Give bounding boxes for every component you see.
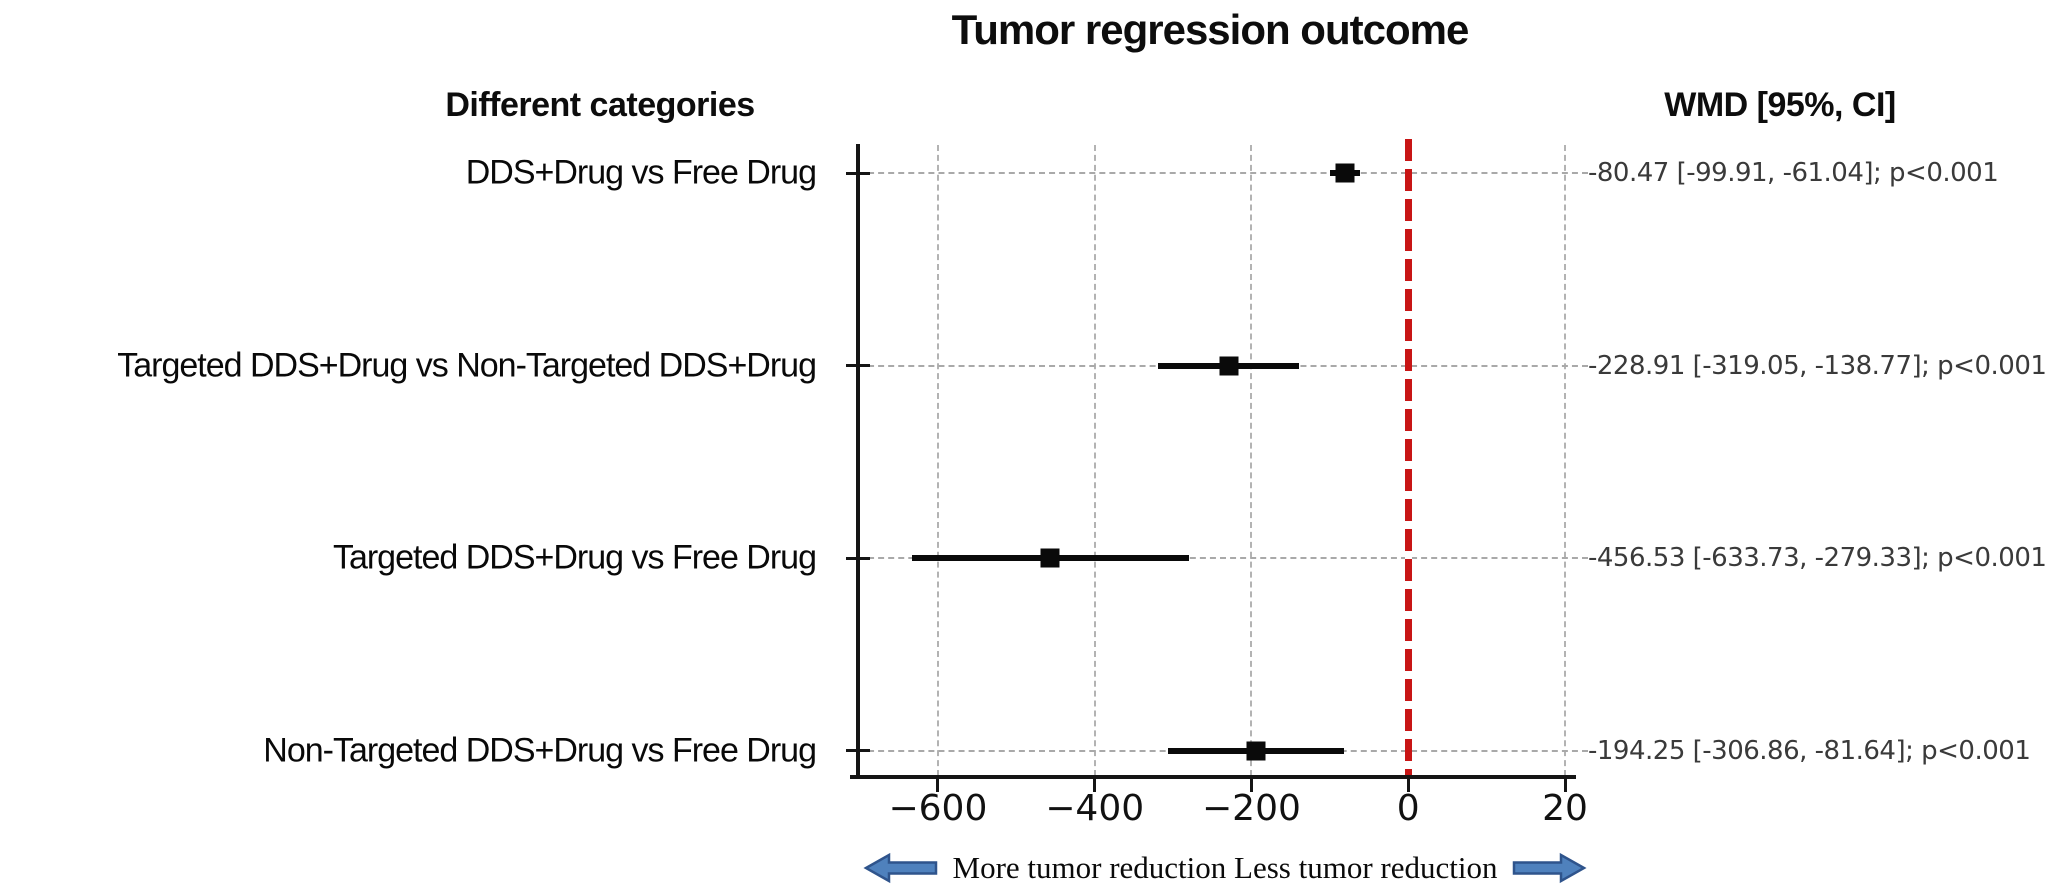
category-label: Targeted DDS+Drug vs Non-Targeted DDS+Dr…: [117, 346, 817, 384]
row-gridline: [858, 172, 1588, 174]
x-axis-tick: [936, 779, 940, 792]
point-estimate-marker: [1040, 548, 1060, 568]
x-axis-tick: [1563, 779, 1567, 792]
point-estimate-marker: [1246, 741, 1266, 760]
y-axis-tick: [846, 556, 870, 560]
vertical-gridline: [936, 145, 939, 776]
vertical-gridline: [1250, 145, 1253, 776]
x-axis-tick: [1093, 779, 1097, 792]
row-gridline: [858, 557, 1588, 559]
point-estimate-marker: [1335, 163, 1355, 183]
x-axis-tick: [1406, 779, 1410, 792]
wmd-value-text: -80.47 [-99.91, -61.04]; p<0.001: [1588, 158, 1999, 188]
chart-title: Tumor regression outcome: [951, 6, 1470, 53]
x-axis-tick: [1249, 779, 1253, 792]
wmd-value-text: -228.91 [-319.05, -138.77]; p<0.001: [1588, 350, 2047, 381]
categories-column-header: Different categories: [445, 86, 755, 124]
wmd-value-text: -456.53 [-633.73, -279.33]; p<0.001: [1588, 543, 2047, 573]
x-tick-label: −600: [888, 788, 988, 829]
x-axis-line: [850, 775, 1576, 779]
wmd-column-header: WMD [95%, CI]: [1664, 86, 1896, 124]
y-axis-tick: [846, 171, 870, 175]
y-axis-tick: [846, 749, 870, 752]
category-label: DDS+Drug vs Free Drug: [465, 153, 817, 192]
x-tick-label: −200: [1202, 788, 1301, 829]
vertical-gridline: [1564, 145, 1566, 776]
direction-legend-text: More tumor reduction Less tumor reductio…: [952, 850, 1498, 885]
category-label: Targeted DDS+Drug vs Free Drug: [332, 538, 817, 577]
y-axis-tick: [846, 364, 870, 367]
right-arrow-icon: [1513, 852, 1588, 884]
wmd-value-text: -194.25 [-306.86, -81.64]; p<0.001: [1588, 735, 2031, 766]
y-axis-line: [856, 144, 860, 778]
x-tick-label: −400: [1045, 788, 1145, 829]
zero-reference-line: [1404, 139, 1412, 776]
x-tick-label: 20: [1542, 788, 1588, 829]
direction-legend: More tumor reduction Less tumor reductio…: [830, 846, 1620, 890]
x-tick-label: 0: [1396, 788, 1420, 829]
vertical-gridline: [1093, 145, 1096, 776]
left-arrow-icon: [862, 852, 937, 884]
category-label: Non-Targeted DDS+Drug vs Free Drug: [263, 731, 817, 769]
point-estimate-marker: [1219, 356, 1239, 375]
